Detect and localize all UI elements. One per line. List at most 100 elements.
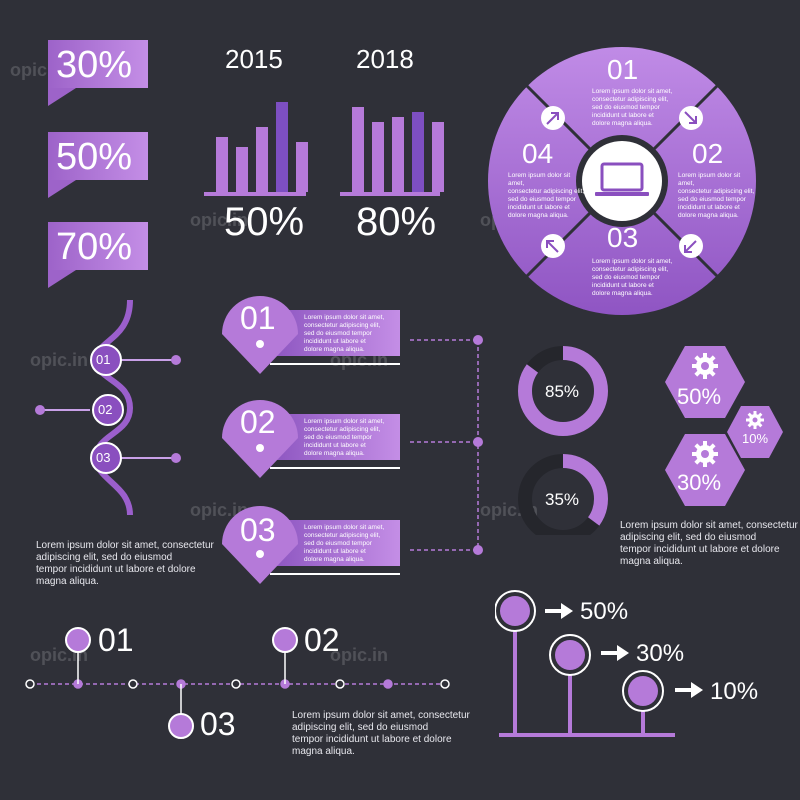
hexagon-text: Lorem ipsum dolor sit amet, consectetur a… [620,520,798,567]
circle-segment-text: Lorem ipsum dolor sit amet, consectetur a… [592,258,673,297]
percent-tag: 50% [48,132,148,198]
timeline-dot [335,679,345,689]
circle-segment-number: 02 [692,138,724,169]
pin-number: 01 [240,300,276,336]
circle-segment-number: 03 [607,222,639,253]
timeline-dot [440,679,450,689]
pin-banners [222,296,483,584]
timeline-dot [128,679,138,689]
hexagons [665,346,783,506]
hexagon [727,406,783,458]
bar-percent-left: 50% [224,200,305,244]
arrow-icon [679,106,703,130]
timeline-dot [25,679,35,689]
snake-text: Lorem ipsum dolor sit amet, consectetur a… [36,540,214,587]
circle-segment-number: 04 [522,138,554,169]
percent-tag-label: 50% [56,136,133,178]
hexagon [665,346,745,418]
bar [432,122,444,192]
lollipop-head [628,676,658,706]
donut-progress [518,454,608,535]
bar-baseline-right [340,192,440,196]
pin-text: Lorem ipsum dolor sit amet, consectetur a… [304,418,385,457]
bar [236,147,248,192]
bar [412,112,424,192]
timeline [25,627,450,739]
hexagon-label: 50% [677,384,722,409]
bar-baseline-left [204,192,306,196]
snake-item: 03 [96,450,111,465]
circle-segment-text: Lorem ipsum dolor sit amet, consectetur a… [508,172,585,219]
pin-connectors [410,339,479,551]
timeline-marker [272,627,298,653]
snake-process [35,300,181,516]
timeline-label: 01 [98,622,134,658]
timeline-dot [231,679,241,689]
segmented-circle [488,47,756,315]
circle-center [582,141,662,221]
laptop-icon [595,162,649,196]
snake-item: 02 [98,402,113,417]
arrow-icon [541,106,565,130]
donut-label: 85% [545,382,580,401]
timeline-marker [65,627,91,653]
bar [256,127,268,192]
bar [372,122,384,192]
pin-banner [222,400,400,478]
bar-year-right: 2018 [356,44,414,74]
timeline-label: 03 [200,706,236,742]
gear-icon [746,411,764,429]
bar [216,137,228,192]
watermark: opic.in [330,645,388,665]
percent-tag-label: 70% [56,226,133,268]
timeline-dot [383,679,393,689]
pin-banner [222,296,400,374]
snake-item: 01 [96,352,111,367]
pin-text: Lorem ipsum dolor sit amet, consectetur a… [304,314,385,353]
pin-text: Lorem ipsum dolor sit amet, consectetur a… [304,524,385,563]
percent-tag: 30% [48,40,148,106]
lollipop-label: 50% [580,598,629,625]
hexagon [665,434,745,506]
bar [392,117,404,192]
watermark: opic.in [190,210,248,230]
bar-chart-right [352,107,444,192]
lollipop-head [555,640,585,670]
hexagon-label: 30% [677,470,722,495]
gear-icon [692,441,718,467]
circle-segment-text: Lorem ipsum dolor sit amet, consectetur a… [678,172,755,219]
arrow-icon [679,234,703,258]
pin-banner [222,506,400,584]
lollipop-head [500,596,530,626]
lollipop-chart [495,590,703,737]
pin-number: 02 [240,404,276,440]
donut-progress [518,346,608,436]
donut-charts [518,346,608,535]
percent-tag-label: 30% [56,44,133,86]
circle-segment-text: Lorem ipsum dolor sit amet, consectetur a… [592,88,673,127]
arrow-icon [541,234,565,258]
bar-percent-right: 80% [356,200,437,244]
donut-label: 35% [545,490,580,509]
arrow-right-icon [675,682,703,698]
timeline-label: 02 [304,622,340,658]
arrow-right-icon [601,645,629,661]
watermark: opic.in [190,500,248,520]
bar-year-left: 2015 [225,44,283,74]
timeline-text: Lorem ipsum dolor sit amet, consectetur a… [292,710,470,757]
pin-number: 03 [240,512,276,548]
timeline-marker [168,713,194,739]
circle-segment-number: 01 [607,54,639,85]
bar [296,142,308,192]
watermark: opic.in [30,350,88,370]
lollipop-label: 30% [636,640,685,667]
bar [352,107,364,192]
gear-icon [692,353,718,379]
bar-chart-left [216,102,308,192]
hexagon-label: 10% [742,431,769,446]
bar [276,102,288,192]
bar-charts [204,102,444,196]
percent-tag: 70% [48,222,148,288]
arrow-right-icon [545,603,573,619]
lollipop-label: 10% [710,678,759,705]
